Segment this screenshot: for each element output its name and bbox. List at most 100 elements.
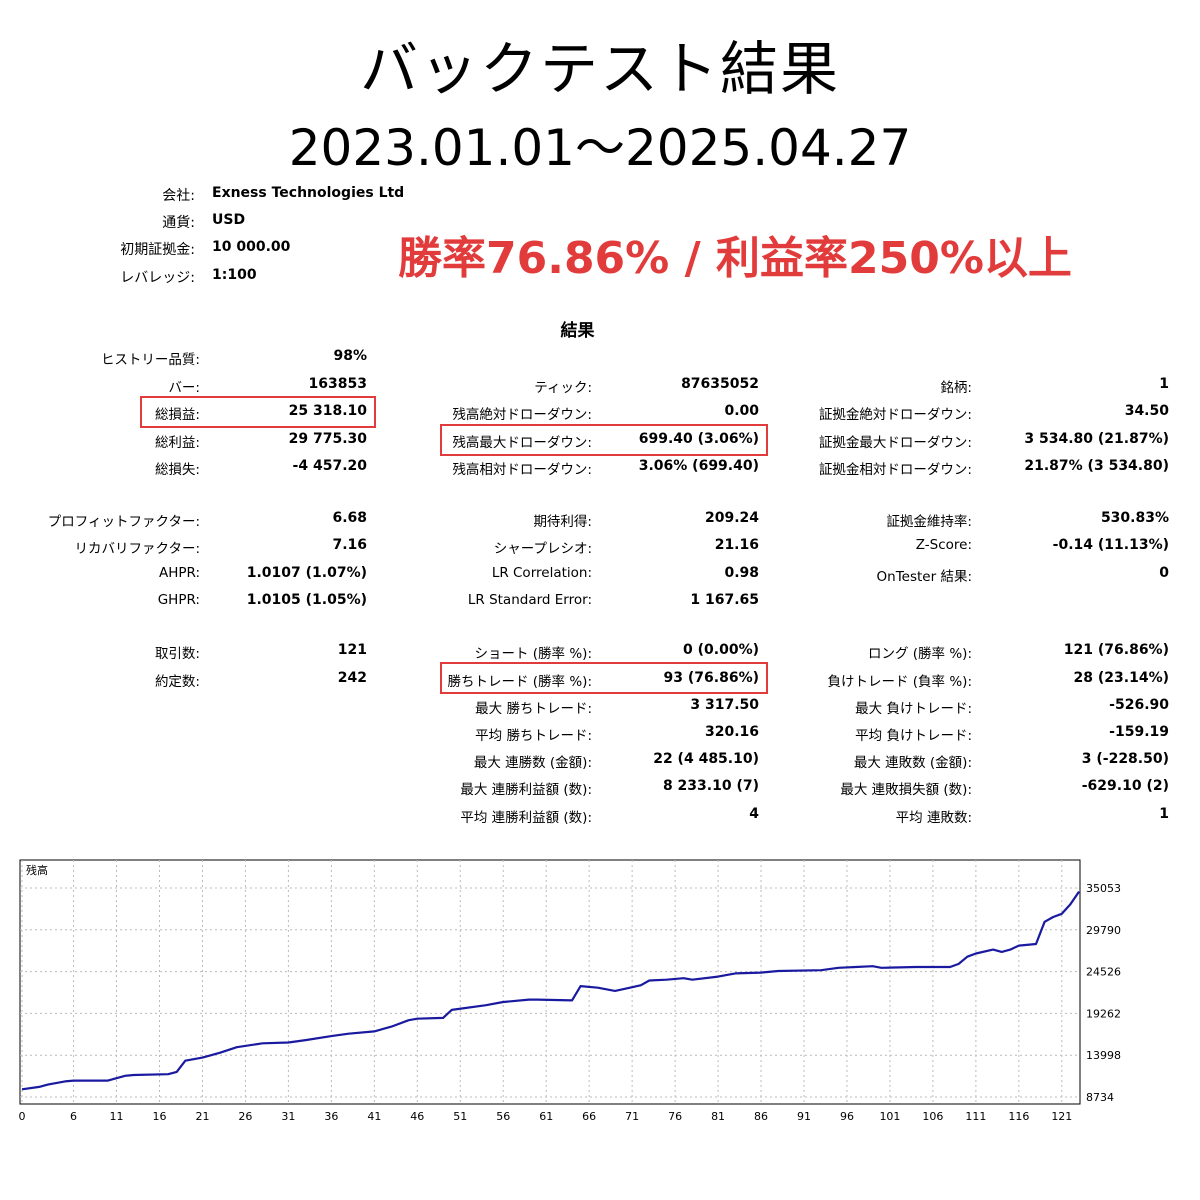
- leverage-label: レバレッジ:: [120, 270, 195, 286]
- stat-label: 残高最大ドローダウン:: [452, 435, 592, 451]
- x-tick-label: 61: [539, 1110, 553, 1123]
- x-tick-label: 56: [496, 1110, 510, 1123]
- stat-value: -0.14 (11.13%): [1052, 537, 1169, 553]
- x-tick-label: 106: [922, 1110, 943, 1123]
- y-tick-label: 24526: [1086, 966, 1121, 979]
- stat-value: -526.90: [1109, 697, 1169, 713]
- y-tick-label: 29790: [1086, 924, 1121, 937]
- stat-value: 1.0105 (1.05%): [246, 592, 367, 608]
- stat-label: 総損益:: [154, 407, 200, 423]
- stat-value: 21.16: [714, 537, 759, 553]
- y-tick-label: 19262: [1086, 1007, 1121, 1020]
- stat-label: 最大 連勝数 (金額):: [473, 755, 592, 771]
- initial-deposit-label: 初期証拠金:: [120, 242, 195, 258]
- stat-value: 320.16: [704, 724, 759, 740]
- stat-value: 7.16: [332, 537, 367, 553]
- stat-value: 699.40 (3.06%): [638, 431, 759, 447]
- x-tick-label: 36: [324, 1110, 338, 1123]
- stat-value: 1: [1159, 376, 1169, 392]
- stat-label: ティック:: [534, 380, 592, 396]
- highlight-max-drawdown: [440, 424, 768, 456]
- stat-value: -159.19: [1109, 724, 1169, 740]
- stat-label: 最大 負けトレード:: [855, 701, 972, 717]
- stat-value: 0.00: [724, 403, 759, 419]
- stat-label: 最大 連勝利益額 (数):: [460, 782, 592, 798]
- stat-label: ショート (勝率 %):: [474, 646, 593, 662]
- stat-label: 残高相対ドローダウン:: [452, 462, 592, 478]
- stat-label: GHPR:: [157, 592, 200, 608]
- stat-label: リカバリファクター:: [74, 541, 200, 557]
- stat-label: 総損失:: [154, 462, 200, 478]
- stat-value: 163853: [308, 376, 367, 392]
- stat-value: 3 317.50: [690, 697, 759, 713]
- initial-deposit-value: 10 000.00: [212, 239, 291, 255]
- y-tick-label: 35053: [1086, 882, 1121, 895]
- stat-label: ヒストリー品質:: [100, 352, 200, 368]
- stat-value: 6.68: [332, 510, 367, 526]
- stat-label: バー:: [168, 380, 200, 396]
- stat-label: 約定数:: [154, 674, 200, 690]
- stat-label: 負けトレード (負率 %):: [827, 674, 973, 690]
- results-heading: 結果: [560, 321, 595, 341]
- x-tick-label: 71: [625, 1110, 639, 1123]
- headline-banner: 勝率76.86% / 利益率250%以上: [398, 233, 1072, 284]
- stat-label: 残高絶対ドローダウン:: [452, 407, 592, 423]
- x-tick-label: 41: [367, 1110, 381, 1123]
- stat-value: 3 (-228.50): [1081, 751, 1169, 767]
- stat-value: 209.24: [704, 510, 759, 526]
- stat-label: 証拠金絶対ドローダウン:: [818, 407, 972, 423]
- stat-value: 1 167.65: [690, 592, 759, 608]
- stat-value: 98%: [333, 348, 367, 364]
- stat-value: 530.83%: [1100, 510, 1169, 526]
- stat-value: 242: [337, 670, 367, 686]
- stat-value: 4: [749, 806, 759, 822]
- stat-label: LR Correlation:: [491, 565, 592, 581]
- stat-value: 87635052: [681, 376, 759, 392]
- stat-value: 25 318.10: [288, 403, 367, 419]
- currency-value: USD: [212, 212, 246, 228]
- x-tick-label: 6: [70, 1110, 77, 1123]
- highlight-win-rate: [440, 662, 768, 694]
- x-tick-label: 51: [453, 1110, 467, 1123]
- series-label: 残高: [26, 863, 48, 877]
- x-tick-label: 101: [879, 1110, 900, 1123]
- y-tick-label: 8734: [1086, 1091, 1114, 1104]
- balance-line: [21, 890, 1080, 1091]
- stat-value: 22 (4 485.10): [653, 751, 759, 767]
- stat-value: 28 (23.14%): [1073, 670, 1169, 686]
- stat-label: LR Standard Error:: [467, 592, 592, 608]
- highlight-total-profit: [140, 396, 376, 428]
- stat-value: -4 457.20: [292, 458, 367, 474]
- stat-label: 最大 連敗数 (金額):: [853, 755, 972, 771]
- x-tick-label: 31: [281, 1110, 295, 1123]
- stat-value: 34.50: [1124, 403, 1169, 419]
- chart-frame: [19, 859, 1081, 1105]
- stat-label: 平均 連敗数:: [895, 810, 972, 826]
- stat-value: 3 534.80 (21.87%): [1024, 431, 1169, 447]
- x-tick-label: 76: [668, 1110, 682, 1123]
- x-tick-label: 121: [1051, 1110, 1072, 1123]
- stat-value: 29 775.30: [288, 431, 367, 447]
- stat-label: 総利益:: [154, 435, 200, 451]
- stat-value: 8 233.10 (7): [662, 778, 759, 794]
- x-tick-label: 26: [238, 1110, 252, 1123]
- stat-label: 銘柄:: [940, 380, 972, 396]
- stat-value: 0.98: [724, 565, 759, 581]
- stat-label: 平均 連勝利益額 (数):: [460, 810, 592, 826]
- leverage-value: 1:100: [212, 267, 257, 283]
- company-label: 会社:: [162, 188, 195, 204]
- stat-label: 証拠金維持率:: [886, 514, 972, 530]
- stat-value: 1: [1159, 806, 1169, 822]
- y-tick-label: 13998: [1086, 1049, 1121, 1062]
- stat-value: 0 (0.00%): [683, 642, 759, 658]
- x-tick-label: 21: [195, 1110, 209, 1123]
- stat-value: 3.06% (699.40): [638, 458, 759, 474]
- stat-label: Z-Score:: [915, 537, 972, 553]
- stat-value: 121 (76.86%): [1063, 642, 1169, 658]
- stat-value: -629.10 (2): [1081, 778, 1169, 794]
- x-tick-label: 11: [110, 1110, 124, 1123]
- stat-value: 1.0107 (1.07%): [246, 565, 367, 581]
- stat-label: シャープレシオ:: [493, 541, 592, 557]
- page-title: バックテスト結果: [359, 35, 840, 103]
